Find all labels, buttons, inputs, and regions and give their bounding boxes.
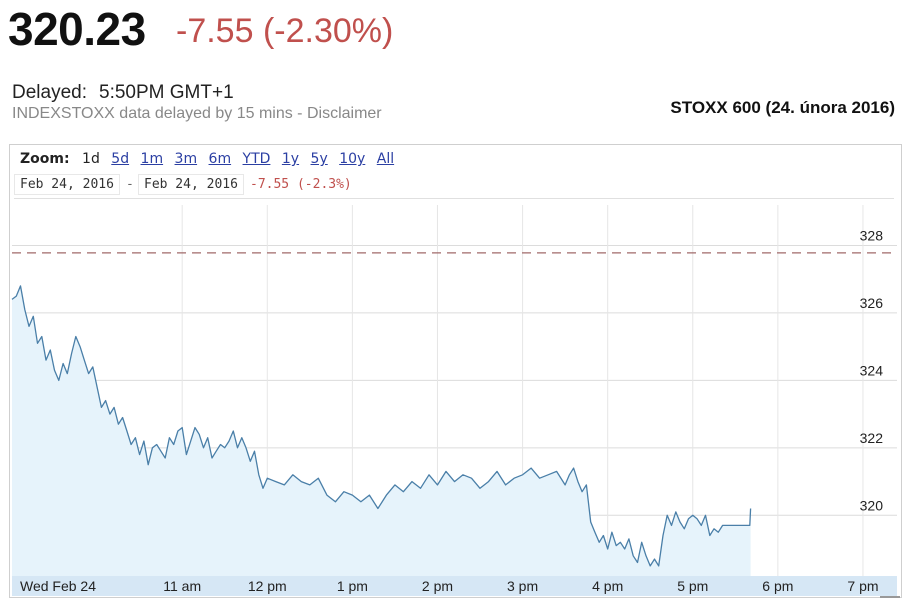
disclaimer-text[interactable]: INDEXSTOXX data delayed by 15 mins - Dis… (12, 105, 382, 122)
delayed-time: 5:50PM GMT+1 (99, 82, 234, 103)
zoom-label: Zoom: (20, 151, 70, 167)
scrollbar-handle[interactable] (880, 596, 900, 598)
zoom-1m[interactable]: 1m (140, 151, 164, 167)
zoom-10y[interactable]: 10y (339, 151, 366, 167)
index-title: STOXX 600 (24. února 2016) (670, 98, 895, 117)
zoom-6m[interactable]: 6m (208, 151, 232, 167)
date-range-row: Feb 24, 2016 - Feb 24, 2016 -7.55 (-2.3%… (14, 172, 894, 199)
price-area-fill (12, 285, 751, 576)
x-tick-label: Wed Feb 24 (20, 578, 96, 594)
range-from-field[interactable]: Feb 24, 2016 (14, 174, 120, 195)
zoom-all[interactable]: All (376, 151, 395, 167)
range-to-field[interactable]: Feb 24, 2016 (138, 174, 244, 195)
zoom-5d[interactable]: 5d (111, 151, 130, 167)
y-tick-label: 326 (860, 295, 884, 311)
zoom-3m[interactable]: 3m (174, 151, 198, 167)
zoom-bar: Zoom: 1d 5d 1m 3m 6m YTD 1y 5y 10y All (20, 151, 401, 167)
delayed-label: Delayed: (12, 82, 87, 103)
zoom-1y[interactable]: 1y (281, 151, 300, 167)
x-tick-label: 6 pm (762, 578, 793, 594)
y-tick-label: 322 (860, 430, 884, 446)
price-change: -7.55 (-2.30%) (176, 12, 394, 50)
x-tick-label: 1 pm (337, 578, 368, 594)
y-tick-label: 320 (860, 497, 884, 513)
x-tick-label: 2 pm (422, 578, 453, 594)
zoom-ytd[interactable]: YTD (242, 151, 271, 167)
x-axis-band (12, 576, 897, 596)
x-tick-label: 4 pm (592, 578, 623, 594)
x-tick-label: 3 pm (507, 578, 538, 594)
y-tick-label: 328 (860, 227, 884, 243)
x-tick-label: 11 am (163, 578, 201, 594)
price-line (11, 285, 752, 567)
y-tick-label: 324 (860, 362, 884, 378)
x-tick-label: 12 pm (248, 578, 287, 594)
delayed-info: Delayed: 5:50PM GMT+1 (12, 82, 234, 104)
x-tick-label: 5 pm (677, 578, 708, 594)
price-value: 320.23 (8, 3, 146, 55)
zoom-5y[interactable]: 5y (310, 151, 328, 167)
range-change: -7.55 (-2.3%) (250, 177, 352, 192)
range-separator: - (126, 177, 134, 192)
zoom-1d[interactable]: 1d (82, 151, 100, 167)
x-tick-label: 7 pm (847, 578, 878, 594)
